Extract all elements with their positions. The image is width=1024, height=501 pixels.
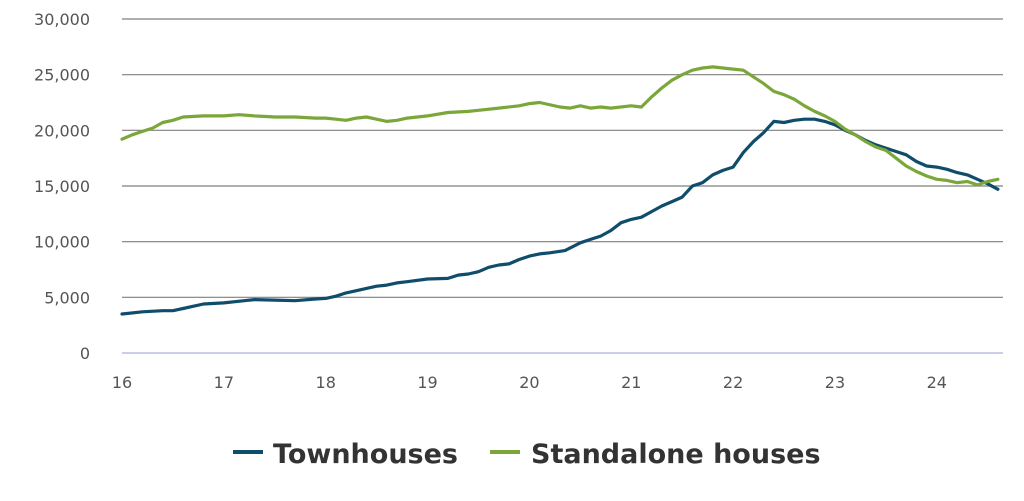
legend-label: Standalone houses — [531, 439, 821, 470]
x-tick-label: 21 — [621, 373, 641, 392]
x-tick-label: 20 — [519, 373, 539, 392]
series-lines — [120, 65, 1000, 316]
legend: Townhouses Standalone houses — [233, 439, 821, 470]
x-tick-label: 22 — [723, 373, 743, 392]
y-tick-label: 5,000 — [44, 288, 90, 307]
x-tick-label: 19 — [417, 373, 437, 392]
y-tick-label: 30,000 — [34, 10, 90, 29]
y-tick-label: 0 — [80, 344, 90, 363]
series-line-townhouses — [120, 117, 1000, 316]
grid-lines — [122, 18, 1003, 354]
y-tick-label: 25,000 — [34, 66, 90, 85]
y-tick-label: 10,000 — [34, 233, 90, 252]
y-tick-label: 15,000 — [34, 177, 90, 196]
x-tick-label: 16 — [112, 373, 132, 392]
series-line-standalone-houses — [120, 65, 1000, 187]
x-axis: 16 17 18 19 20 21 22 23 24 — [112, 373, 947, 392]
x-tick-label: 23 — [825, 373, 845, 392]
x-tick-label: 17 — [214, 373, 234, 392]
x-tick-label: 18 — [316, 373, 336, 392]
y-tick-label: 20,000 — [34, 121, 90, 140]
x-tick-label: 24 — [927, 373, 947, 392]
y-axis: 0 5,000 10,000 15,000 20,000 25,000 30,000 — [34, 10, 90, 363]
legend-label: Townhouses — [273, 439, 458, 470]
